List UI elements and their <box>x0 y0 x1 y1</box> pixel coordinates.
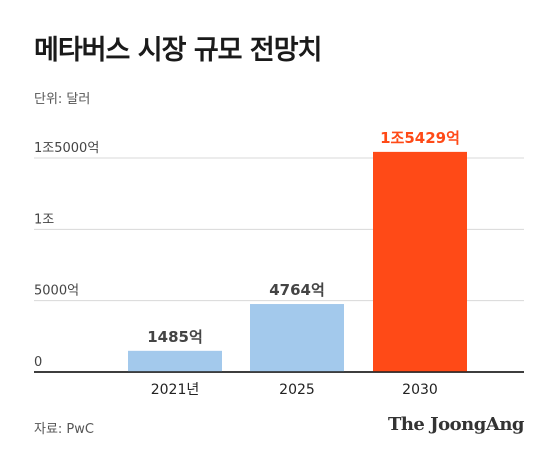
unit-label: 단위: 달러 <box>34 92 91 107</box>
y-tick-label: 0 <box>34 355 42 370</box>
source-note: 자료: PwC <box>34 422 94 437</box>
labels: 0 5000억 1조 1조5000억 1485억 2021년 4764억 2025 1조5429… <box>34 129 524 398</box>
chart-title: 메타버스 시장 규모 전망치 <box>34 35 322 66</box>
y-tick-label: 1조5000억 <box>34 141 99 156</box>
category-label-2: 2030 <box>402 382 438 398</box>
bar-1 <box>250 304 344 372</box>
data-label-0: 1485억 <box>147 328 203 346</box>
data-label-2: 1조5429억 <box>380 129 460 147</box>
brand-logo: The JoongAng <box>387 414 525 435</box>
y-tick-label: 5000억 <box>34 284 79 299</box>
bar-2 <box>373 151 467 372</box>
data-label-1: 4764억 <box>269 281 325 299</box>
bar-0 <box>128 350 222 372</box>
bars <box>128 151 467 372</box>
category-label-0: 2021년 <box>151 382 200 398</box>
category-label-1: 2025 <box>279 382 315 398</box>
y-tick-label: 1조 <box>34 212 54 227</box>
